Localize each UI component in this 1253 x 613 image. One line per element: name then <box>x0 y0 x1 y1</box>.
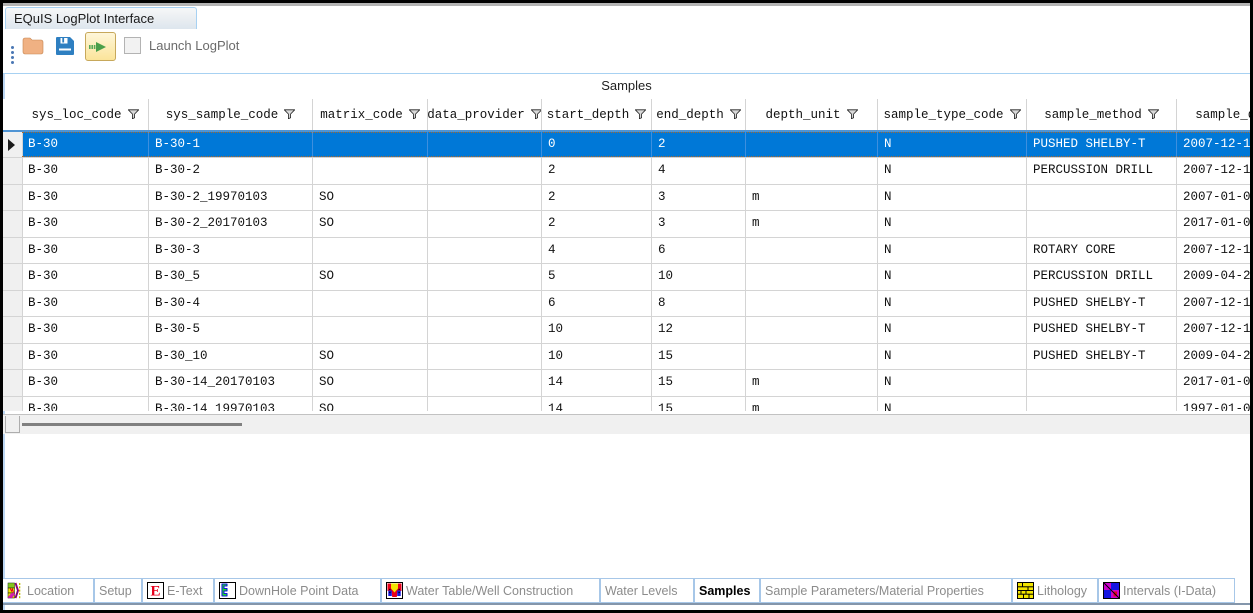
svg-text:E: E <box>150 584 160 600</box>
